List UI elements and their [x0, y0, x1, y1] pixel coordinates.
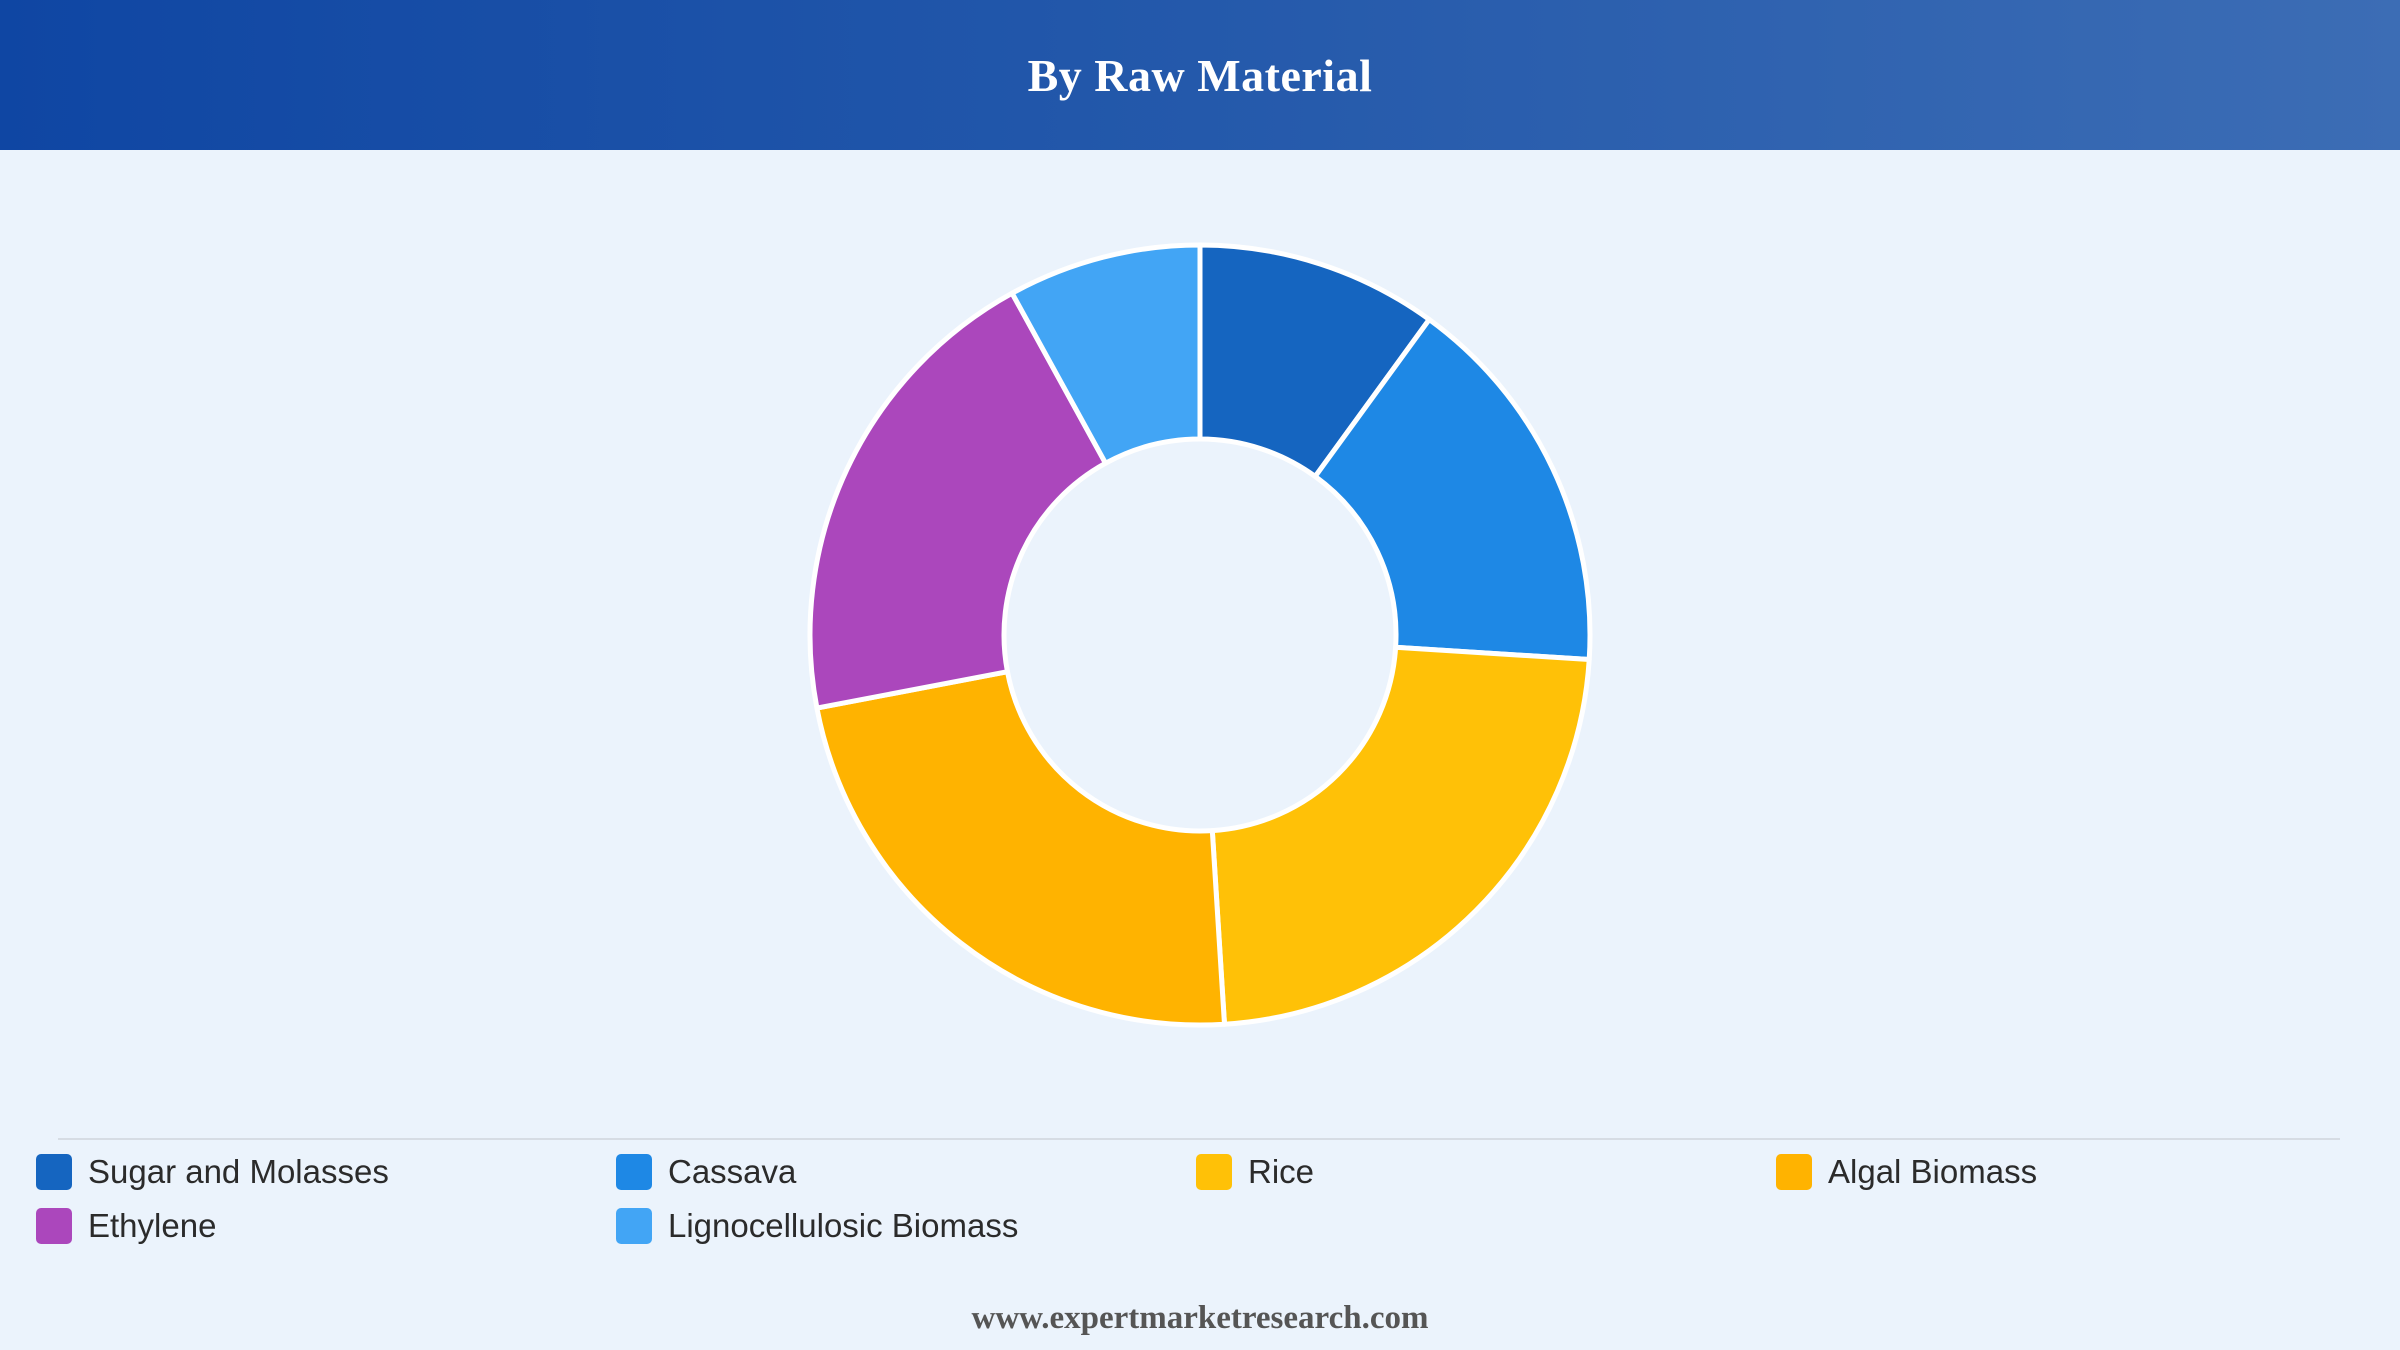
- legend-label: Ethylene: [88, 1206, 217, 1244]
- donut-slice-3[interactable]: [814, 669, 1227, 1028]
- legend-label: Algal Biomass: [1828, 1152, 2038, 1190]
- legend-item[interactable]: Sugar and Molasses: [36, 1153, 616, 1190]
- legend-swatch: [616, 1207, 652, 1244]
- legend-swatch: [36, 1207, 72, 1244]
- legend-label: Rice: [1248, 1152, 1315, 1190]
- legend-divider: [58, 1138, 2340, 1140]
- legend-swatch: [1196, 1153, 1232, 1190]
- donut-chart: [807, 242, 1593, 1028]
- donut-slice-2[interactable]: [1209, 644, 1592, 1027]
- legend-item[interactable]: Cassava: [616, 1153, 1196, 1190]
- chart-header: By Raw Material: [0, 0, 2400, 150]
- legend-item[interactable]: Rice: [1196, 1153, 1776, 1190]
- chart-legend: Sugar and Molasses Cassava Rice Algal Bioma…: [36, 1153, 2376, 1244]
- legend-swatch: [616, 1153, 652, 1190]
- legend-item[interactable]: Algal Biomass: [1776, 1153, 2356, 1190]
- legend-label: Sugar and Molasses: [88, 1152, 389, 1190]
- legend-item[interactable]: Ethylene: [36, 1207, 616, 1244]
- donut-slice-5[interactable]: [1009, 242, 1203, 466]
- legend-item[interactable]: Lignocellulosic Biomass: [616, 1207, 1196, 1244]
- chart-title: By Raw Material: [1027, 49, 1373, 101]
- legend-label: Lignocellulosic Biomass: [668, 1206, 1019, 1244]
- legend-label: Cassava: [668, 1152, 797, 1190]
- donut-slice-1[interactable]: [1312, 316, 1593, 662]
- footer-url: www.expertmarketresearch.com: [971, 1300, 1429, 1336]
- legend-swatch: [1776, 1153, 1812, 1190]
- donut-slice-4[interactable]: [807, 290, 1109, 711]
- legend-swatch: [36, 1153, 72, 1190]
